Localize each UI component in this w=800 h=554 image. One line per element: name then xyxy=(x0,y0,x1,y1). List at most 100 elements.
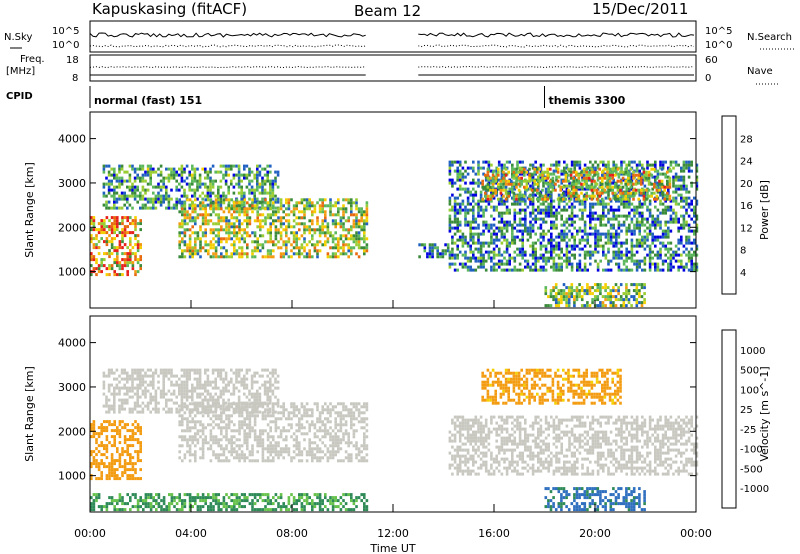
heatmap-cell xyxy=(648,256,652,260)
heatmap-cell xyxy=(479,265,483,269)
heatmap-cell xyxy=(539,163,543,167)
heatmap-cell xyxy=(609,292,613,296)
heatmap-cell xyxy=(531,199,535,203)
heatmap-cell xyxy=(269,213,272,217)
heatmap-cell xyxy=(569,194,573,198)
heatmap-cell xyxy=(261,179,264,183)
heatmap-cell xyxy=(128,203,132,207)
heatmap-cell xyxy=(565,292,568,296)
heatmap-cell xyxy=(551,185,555,189)
heatmap-cell xyxy=(552,205,556,209)
heatmap-cell xyxy=(342,222,345,226)
heatmap-cell xyxy=(243,392,246,396)
heatmap-cell xyxy=(110,222,114,226)
heatmap-cell xyxy=(334,243,337,247)
heatmap-cell xyxy=(589,220,592,224)
heatmap-cell xyxy=(92,432,96,436)
heatmap-cell xyxy=(469,244,472,248)
heatmap-cell xyxy=(165,176,168,180)
heatmap-cell xyxy=(188,237,192,241)
heatmap-cell xyxy=(238,201,241,205)
heatmap-cell xyxy=(352,225,356,229)
heatmap-cell xyxy=(632,182,635,186)
heatmap-cell xyxy=(206,374,210,378)
heatmap-cell xyxy=(237,401,241,405)
heatmap-cell xyxy=(191,389,194,393)
heatmap-cell xyxy=(181,408,184,412)
heatmap-cell xyxy=(154,371,158,375)
heatmap-cell xyxy=(141,374,145,378)
heatmap-cell xyxy=(183,395,186,399)
heatmap-cell xyxy=(110,167,113,171)
heatmap-cell xyxy=(352,213,356,217)
heatmap-cell xyxy=(123,383,126,387)
heatmap-cell xyxy=(651,220,654,224)
heatmap-cell xyxy=(549,304,553,308)
heatmap-cell xyxy=(181,204,184,208)
heatmap-cell xyxy=(263,173,267,177)
heatmap-cell xyxy=(113,429,116,433)
heatmap-cell xyxy=(687,175,691,179)
heatmap-cell xyxy=(643,262,647,266)
heatmap-cell xyxy=(542,211,545,215)
heatmap-cell xyxy=(134,237,137,241)
heatmap-cell xyxy=(687,196,691,200)
heatmap-cell xyxy=(604,298,607,302)
heatmap-cell xyxy=(308,225,311,229)
heatmap-cell xyxy=(136,374,139,378)
heatmap-cell xyxy=(568,214,571,218)
heatmap-cell xyxy=(172,374,176,378)
heatmap-cell xyxy=(444,252,447,256)
heatmap-cell xyxy=(363,246,366,250)
heatmap-cell xyxy=(672,166,675,170)
heatmap-cell xyxy=(622,172,626,176)
heatmap-cell xyxy=(100,477,103,481)
heatmap-cell xyxy=(212,231,215,235)
heatmap-cell xyxy=(627,289,631,293)
heatmap-cell xyxy=(136,450,140,454)
heatmap-cell xyxy=(630,244,634,248)
heatmap-cell xyxy=(292,231,296,235)
heatmap-cell xyxy=(563,160,566,164)
heatmap-cell xyxy=(285,243,288,247)
heatmap-cell xyxy=(591,232,595,236)
heatmap-cell xyxy=(263,392,267,396)
heatmap-cell xyxy=(572,182,575,186)
heatmap-cell xyxy=(466,196,470,200)
heatmap-cell xyxy=(365,216,369,220)
heatmap-cell xyxy=(180,176,184,180)
heatmap-cell xyxy=(436,255,439,259)
heatmap-cell xyxy=(589,178,592,182)
heatmap-cell xyxy=(209,219,213,223)
heatmap-cell xyxy=(214,198,218,202)
heatmap-cell xyxy=(248,182,251,186)
heatmap-cell xyxy=(500,235,504,239)
heatmap-cell xyxy=(552,220,556,224)
heatmap-cell xyxy=(214,170,217,174)
heatmap-cell xyxy=(469,220,472,224)
heatmap-cell xyxy=(123,191,126,195)
heatmap-cell xyxy=(635,220,639,224)
heatmap-cell xyxy=(240,255,244,259)
heatmap-cell xyxy=(365,249,369,253)
heatmap-cell xyxy=(627,194,630,198)
heatmap-cell xyxy=(565,226,569,230)
heatmap-cell xyxy=(256,176,259,180)
heatmap-cell xyxy=(295,207,298,211)
heatmap-cell xyxy=(250,380,254,384)
heatmap-cell xyxy=(550,220,553,224)
heatmap-cell xyxy=(503,172,506,176)
heatmap-cell xyxy=(484,226,488,230)
heatmap-cell xyxy=(186,213,189,217)
heatmap-cell xyxy=(557,211,561,215)
heatmap-cell xyxy=(237,371,241,375)
heatmap-cell xyxy=(92,237,96,241)
heatmap-cell xyxy=(97,267,101,271)
heatmap-cell xyxy=(661,229,665,233)
heatmap-cell xyxy=(632,283,636,287)
heatmap-cell xyxy=(550,226,553,230)
heatmap-cell xyxy=(508,256,511,260)
heatmap-cell xyxy=(246,219,249,223)
heatmap-cell xyxy=(136,371,139,375)
heatmap-cell xyxy=(129,438,132,442)
